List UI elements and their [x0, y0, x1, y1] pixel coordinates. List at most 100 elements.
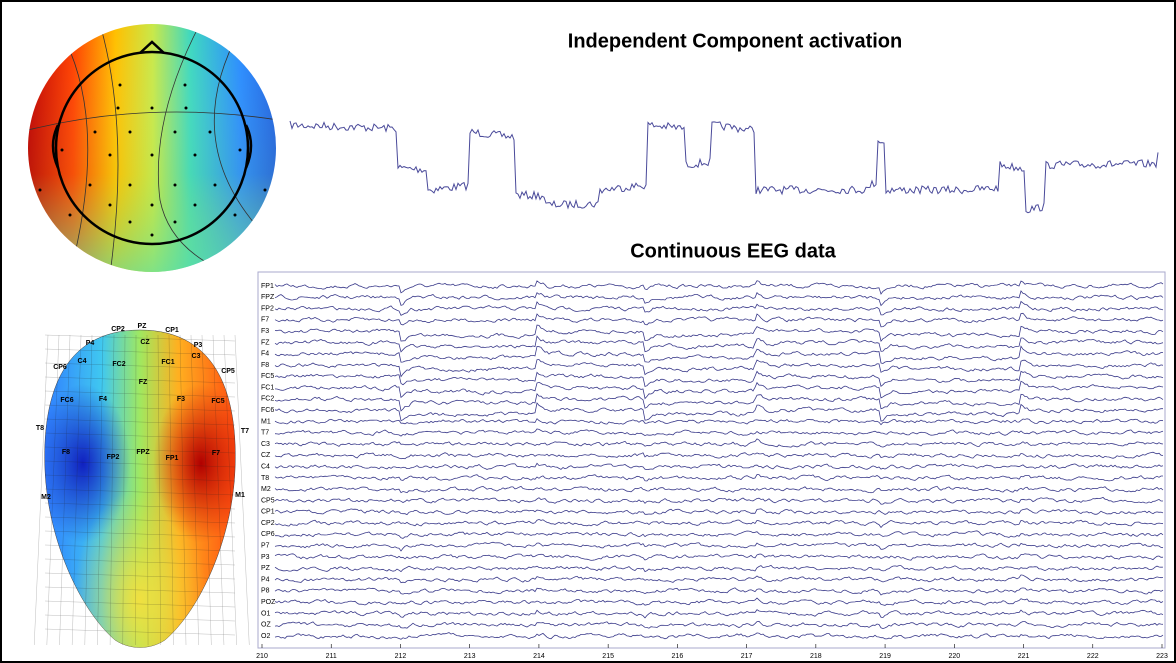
channel-label: F3	[261, 328, 269, 335]
electrode	[233, 213, 237, 217]
channel-trace	[274, 345, 1164, 364]
channel-trace	[274, 597, 1164, 606]
channel-trace	[274, 587, 1164, 596]
channel-trace	[274, 359, 1164, 378]
electrode	[173, 183, 177, 187]
electrode-label: P4	[86, 340, 95, 347]
channel-trace	[274, 574, 1164, 584]
channel-label: OZ	[261, 622, 271, 629]
channel-trace	[274, 485, 1164, 494]
electrode-label: F3	[177, 396, 185, 403]
channel-trace	[274, 496, 1163, 505]
electrode	[88, 183, 92, 187]
mesh-line	[44, 404, 236, 412]
channel-trace	[274, 609, 1164, 619]
face	[34, 329, 250, 648]
electrode	[128, 183, 132, 187]
mesh-line	[168, 334, 174, 646]
x-tick-label: 213	[464, 653, 476, 660]
mesh-line	[44, 516, 236, 524]
channel-label: FP2	[261, 305, 274, 312]
mesh-line	[179, 334, 187, 646]
channel-label: PZ	[261, 565, 271, 572]
mesh-line	[44, 418, 236, 426]
electrode	[60, 148, 64, 152]
electrode	[116, 106, 120, 110]
channel-label: CZ	[261, 452, 271, 459]
mesh-line	[97, 334, 104, 646]
channel-label: F7	[261, 317, 269, 324]
head-outline	[51, 40, 253, 246]
electrode-label: FC5	[211, 398, 224, 405]
eeg-panel	[257, 271, 1166, 649]
mesh-line	[44, 390, 236, 398]
mesh-line	[135, 334, 137, 646]
channel-label: FZ	[261, 339, 270, 346]
electrode-label: FC6	[60, 397, 73, 404]
channel-label: FPZ	[261, 294, 275, 301]
channel-label: FC5	[261, 373, 274, 380]
electrode-label: CP1	[165, 327, 179, 334]
electrode-label: FC1	[161, 359, 174, 366]
channel-label: FC2	[261, 396, 274, 403]
channel-trace	[274, 380, 1164, 400]
electrode	[193, 153, 197, 157]
electrode-label: C4	[78, 358, 87, 365]
mesh-line	[44, 362, 236, 370]
x-tick-label: 215	[602, 653, 614, 660]
electrode	[263, 188, 267, 192]
x-tick-label: 212	[395, 653, 407, 660]
x-tick-label: 223	[1156, 653, 1168, 660]
channel-trace	[274, 508, 1164, 516]
channel-trace	[274, 632, 1164, 640]
channel-trace	[274, 300, 1164, 316]
mesh-line	[44, 460, 236, 468]
electrode-label: PZ	[138, 323, 148, 330]
electrode-label: CZ	[140, 339, 150, 346]
mesh-line	[146, 334, 149, 646]
channel-trace	[274, 324, 1164, 342]
electrode	[118, 83, 122, 87]
channel-label: F4	[261, 351, 269, 358]
channel-label: P7	[261, 543, 270, 550]
channel-label: CP5	[261, 497, 275, 504]
mesh-line	[234, 334, 250, 646]
channel-label: C3	[261, 441, 270, 448]
channel-label: T8	[261, 475, 269, 482]
electrode	[108, 153, 112, 157]
channel-trace	[274, 474, 1163, 482]
topomap	[28, 24, 276, 272]
x-tick-label: 221	[1018, 653, 1030, 660]
channel-trace	[274, 418, 1164, 426]
channel-label: CP2	[261, 520, 275, 527]
electrode-label: M1	[235, 492, 245, 499]
electrode-label: M2	[41, 494, 51, 501]
mesh-line	[44, 628, 236, 636]
electrode-label: C3	[192, 353, 201, 360]
mesh-line	[109, 334, 115, 646]
ic-title: Independent Component activation	[568, 30, 902, 52]
channel-trace	[274, 541, 1164, 552]
electrode-label: CP6	[53, 364, 67, 371]
electrode	[150, 106, 154, 110]
channel-trace	[274, 553, 1164, 561]
channel-trace	[274, 451, 1164, 460]
channel-label: P4	[261, 576, 270, 583]
channel-trace	[274, 462, 1164, 471]
electrode	[238, 148, 242, 152]
mesh-line	[190, 334, 199, 646]
mesh-line	[59, 334, 71, 646]
x-tick-label: 211	[326, 653, 337, 660]
electrode-label: P3	[194, 342, 203, 349]
mesh-line	[122, 334, 126, 646]
mesh-line	[201, 334, 212, 646]
electrode-label: T7	[241, 428, 249, 435]
electrode	[68, 213, 72, 217]
channel-trace	[274, 620, 1164, 630]
mesh-line	[44, 432, 236, 440]
x-tick-label: 220	[948, 653, 960, 660]
mesh-line	[44, 586, 236, 594]
channel-trace	[274, 438, 1164, 448]
channel-label: FP1	[261, 283, 274, 290]
